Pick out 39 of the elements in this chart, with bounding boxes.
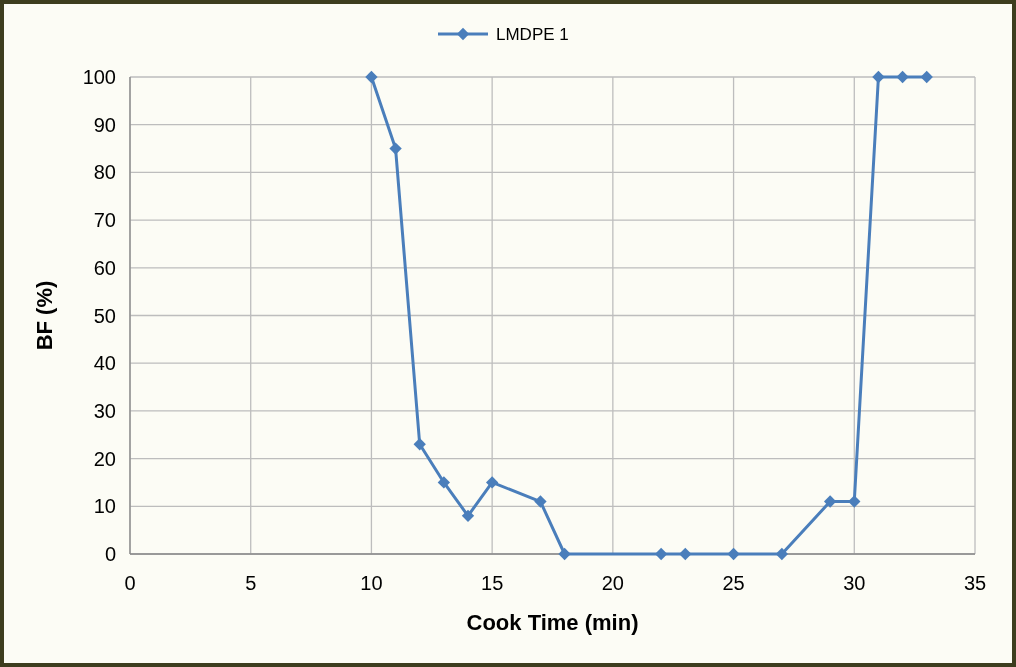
y-tick-label: 50 xyxy=(93,304,116,327)
point xyxy=(823,495,837,508)
y-tick-label: 80 xyxy=(93,161,116,184)
point xyxy=(679,547,692,561)
y-tick-label: 60 xyxy=(93,256,116,279)
point xyxy=(534,495,547,508)
y-tick-label: 70 xyxy=(93,209,116,232)
y-tick-label: 100 xyxy=(82,66,116,88)
point xyxy=(558,547,571,561)
x-axis-title: Cook Time (min) xyxy=(466,610,639,635)
point xyxy=(872,70,885,84)
y-tick-label: 30 xyxy=(93,399,116,422)
x-tick-label: 10 xyxy=(360,572,383,594)
x-tick-label: 0 xyxy=(124,572,136,594)
point xyxy=(896,70,909,84)
point xyxy=(775,547,789,561)
y-tick-label: 40 xyxy=(93,352,116,375)
x-tick-label: 35 xyxy=(963,572,987,594)
y-tick-label: 0 xyxy=(104,543,116,565)
y-tick-label: 20 xyxy=(93,447,116,470)
point xyxy=(413,438,426,451)
x-tick-label: 30 xyxy=(843,572,866,594)
x-tick-label: 15 xyxy=(481,572,504,594)
point xyxy=(654,547,668,561)
x-tick-label: 25 xyxy=(722,572,745,594)
x-tick-label: 5 xyxy=(245,572,257,594)
point xyxy=(389,142,402,155)
y-tick-label: 90 xyxy=(93,113,116,136)
legend-label: LMDPE 1 xyxy=(496,24,569,44)
point xyxy=(461,509,475,523)
y-tick-label: 10 xyxy=(93,495,116,518)
y-axis-title: BF (%) xyxy=(32,280,57,351)
point xyxy=(485,476,499,489)
point xyxy=(848,495,861,508)
point xyxy=(727,547,740,561)
point xyxy=(920,70,933,84)
point xyxy=(437,476,451,489)
x-tick-label: 20 xyxy=(601,572,624,594)
point xyxy=(365,70,378,84)
